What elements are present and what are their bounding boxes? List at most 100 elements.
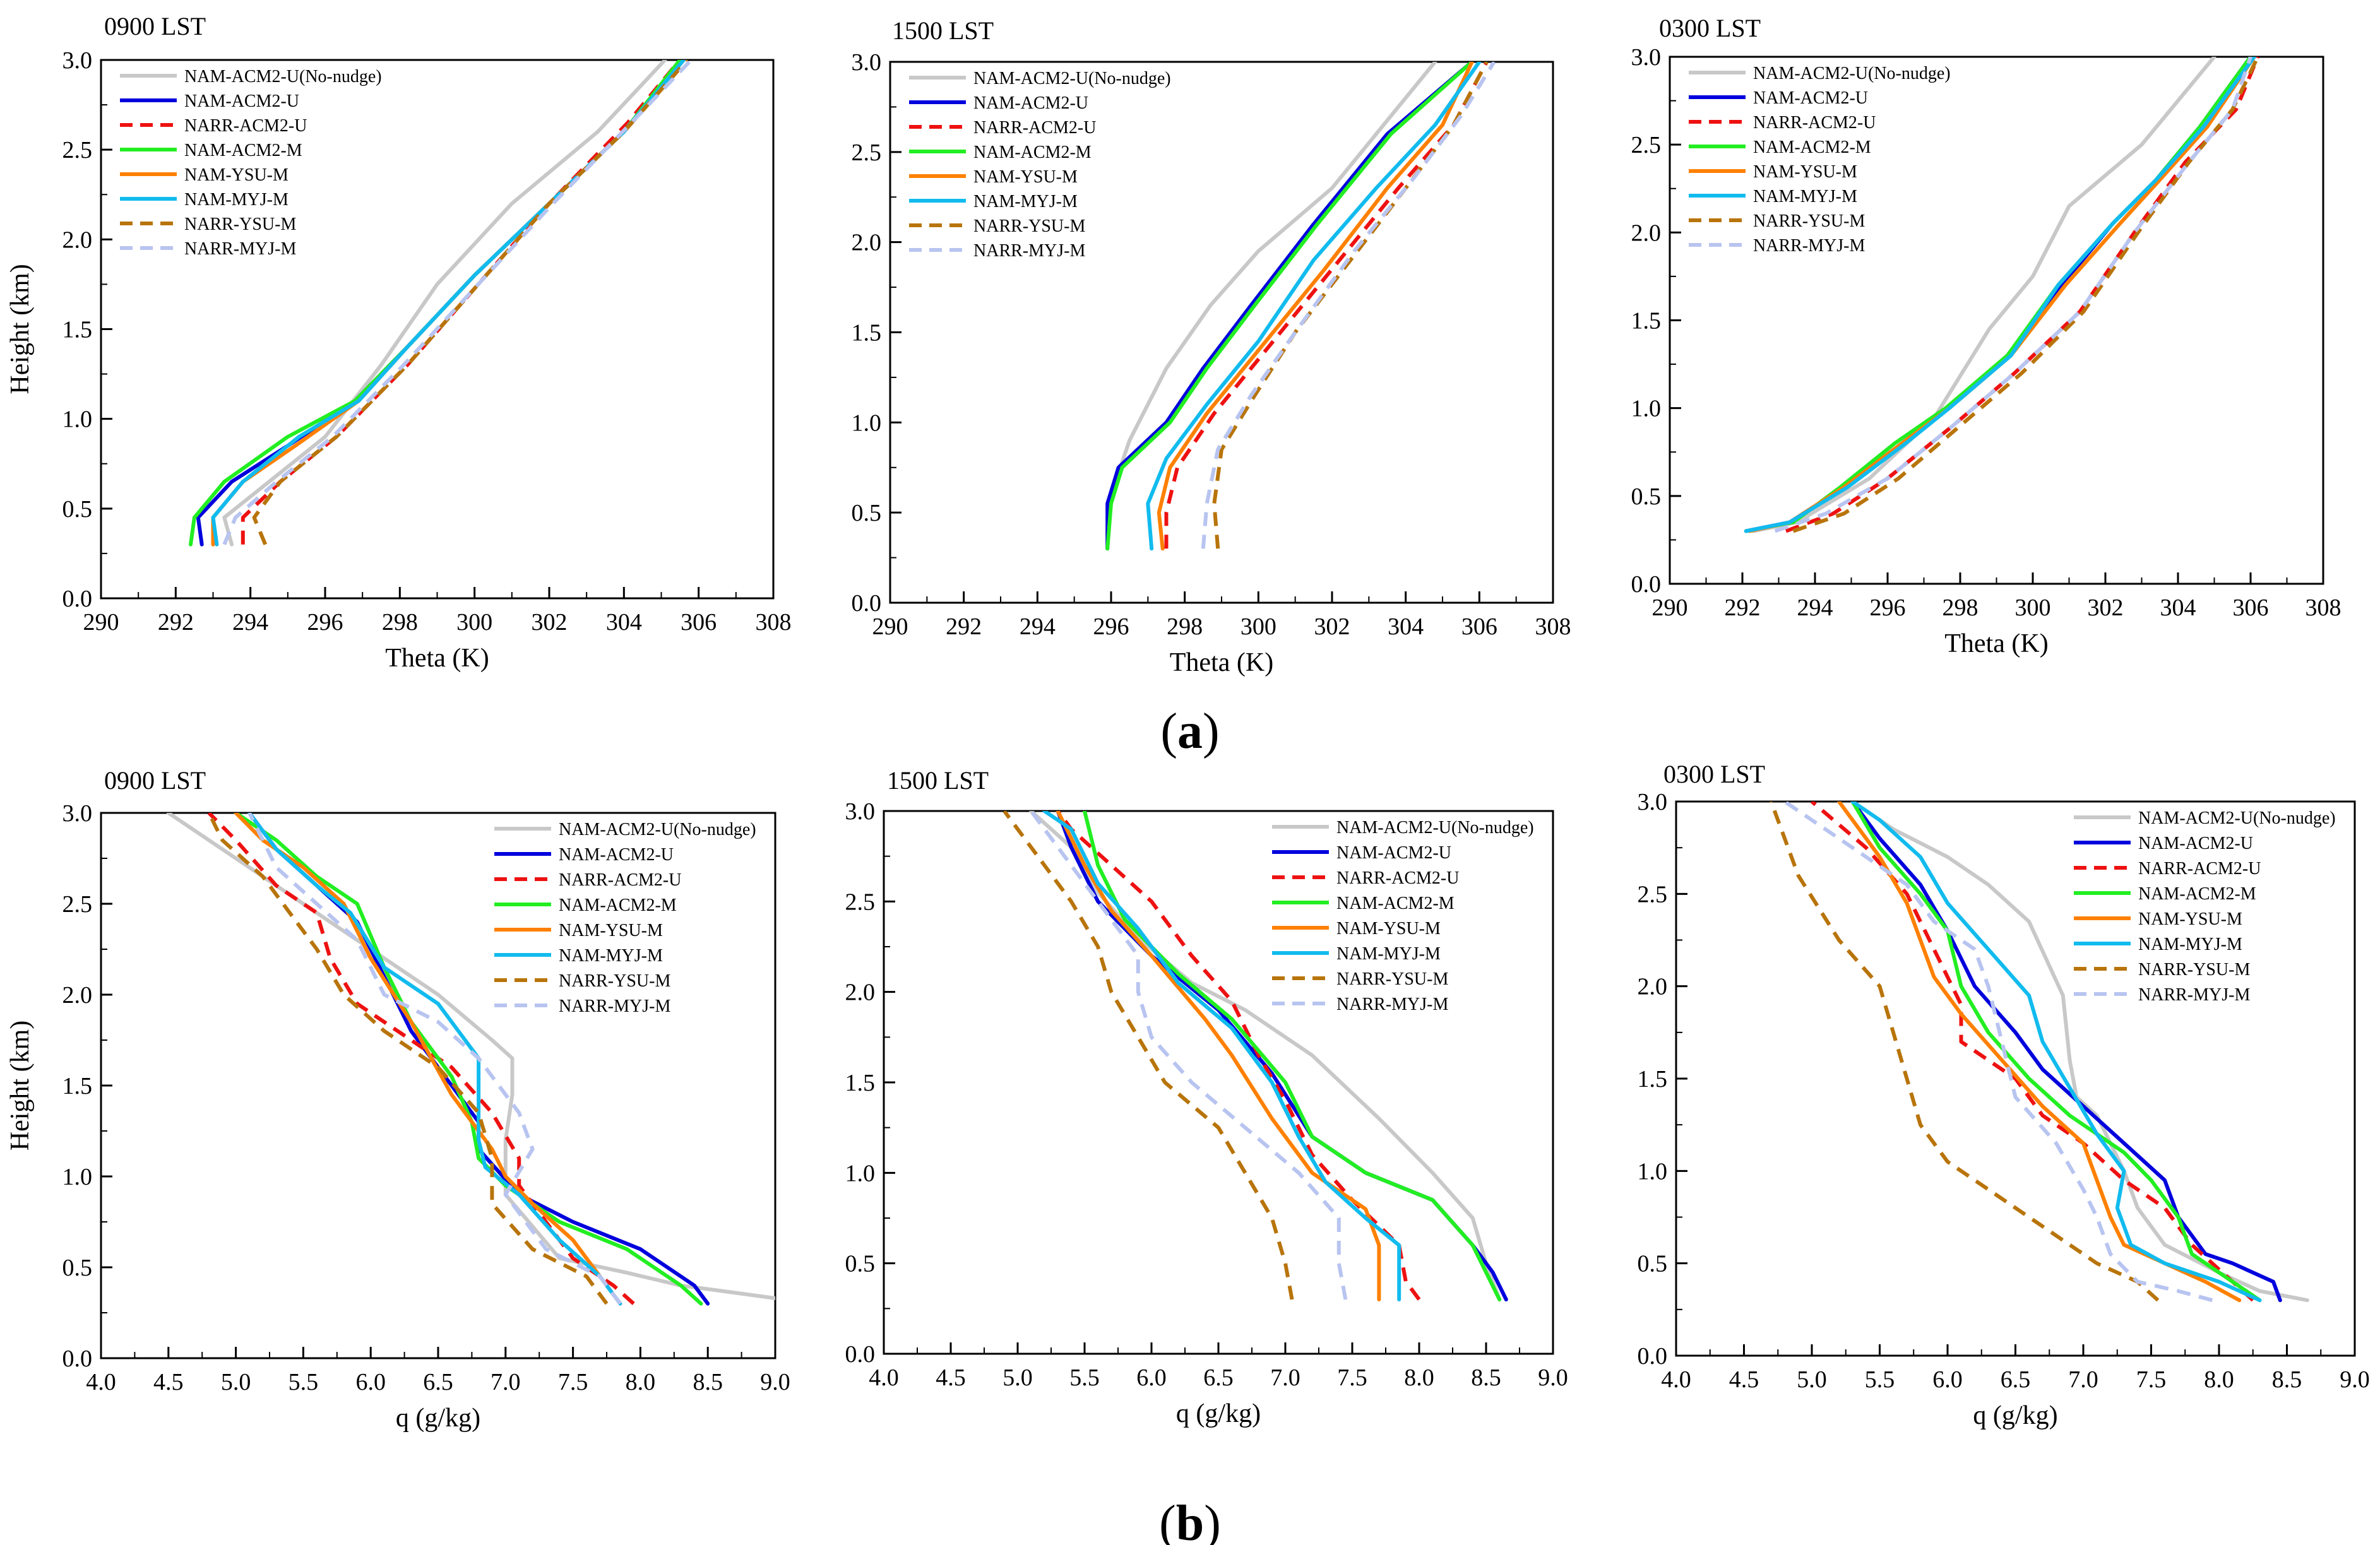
series-line-narr-acm2-u bbox=[241, 60, 682, 545]
panel-title: 0900 LST bbox=[104, 766, 206, 795]
x-tick-label: 4.0 bbox=[869, 1364, 899, 1391]
x-tick-label: 6.0 bbox=[1136, 1364, 1167, 1391]
x-tick-label: 302 bbox=[532, 609, 568, 636]
x-tick-label: 294 bbox=[232, 609, 268, 636]
x-tick-label: 4.0 bbox=[1661, 1366, 1691, 1393]
series-line-nam-acm2-u-no-nudge bbox=[1751, 57, 2216, 533]
series-line-nam-ysu-m bbox=[1157, 62, 1474, 551]
legend-label: NAM-YSU-M bbox=[1336, 919, 1441, 938]
y-tick-label: 1.0 bbox=[852, 410, 882, 436]
y-tick-label: 1.0 bbox=[1638, 1158, 1668, 1185]
y-tick-label: 2.0 bbox=[852, 230, 882, 256]
x-tick-label: 308 bbox=[756, 609, 792, 636]
row-label-a: (a) bbox=[1160, 704, 1219, 759]
x-tick-label: 292 bbox=[158, 609, 194, 636]
series-line-nam-acm2-u-no-nudge bbox=[166, 813, 775, 1300]
y-tick-label: 0.5 bbox=[845, 1251, 876, 1277]
x-tick-label: 7.0 bbox=[2068, 1366, 2098, 1393]
legend-label: NARR-MYJ-M bbox=[1753, 236, 1865, 256]
x-tick-label: 4.0 bbox=[86, 1369, 116, 1395]
series-line-narr-ysu-m bbox=[1003, 811, 1294, 1300]
y-tick-label: 0.5 bbox=[1631, 483, 1662, 510]
x-tick-label: 7.0 bbox=[491, 1369, 521, 1395]
y-tick-label: 1.5 bbox=[1631, 308, 1662, 334]
x-tick-label: 5.0 bbox=[1003, 1364, 1033, 1391]
panel-6: 0300 LST 4.0 4.5 5.0 5.5 6.0 6.5 7.0 7.5 8.0 8.5 9.… bbox=[1638, 760, 2370, 1430]
legend: NAM-ACM2-U(No-nudge) NAM-ACM2-U NARR-ACM2-… bbox=[1689, 64, 1951, 256]
x-axis-label: q (g/kg) bbox=[1973, 1401, 2057, 1430]
x-tick-label: 8.0 bbox=[1404, 1364, 1434, 1391]
x-tick-label: 308 bbox=[1535, 613, 1571, 640]
x-tick-label: 6.0 bbox=[1932, 1366, 1963, 1393]
series-line-narr-myj-m bbox=[222, 60, 693, 545]
x-tick-label: 7.5 bbox=[2136, 1366, 2167, 1393]
panel-2: 1500 LST 290 292 294 296 298 300 302 304 306 308 0.… bbox=[852, 16, 1571, 677]
legend-label: NAM-ACM2-U(No-nudge) bbox=[973, 69, 1171, 88]
y-axis-label: Height (km) bbox=[6, 264, 35, 394]
x-tick-label: 294 bbox=[1020, 613, 1056, 640]
legend-label: NAM-ACM2-U(No-nudge) bbox=[184, 67, 382, 86]
x-axis-label: q (g/kg) bbox=[396, 1404, 480, 1433]
x-tick-label: 306 bbox=[2233, 595, 2269, 621]
x-tick-label: 290 bbox=[83, 609, 119, 636]
y-tick-label: 1.0 bbox=[62, 406, 93, 433]
y-tick-label: 1.0 bbox=[845, 1160, 876, 1187]
y-tick-label: 1.5 bbox=[62, 317, 93, 343]
legend-label: NARR-ACM2-U bbox=[184, 116, 307, 136]
y-tick-label: 3.0 bbox=[845, 798, 876, 825]
x-axis-label: Theta (K) bbox=[1170, 648, 1273, 677]
y-tick-label: 1.5 bbox=[62, 1073, 93, 1099]
y-tick-label: 1.5 bbox=[845, 1070, 876, 1096]
legend-label: NARR-YSU-M bbox=[1336, 969, 1448, 989]
series-line-narr-acm2-u bbox=[1811, 802, 2254, 1302]
legend-label: NAM-ACM2-M bbox=[184, 141, 302, 160]
series-line-nam-acm2-u-no-nudge bbox=[222, 60, 667, 547]
legend: NAM-ACM2-U(No-nudge) NAM-ACM2-U NARR-ACM2-… bbox=[494, 820, 756, 1016]
legend-label: NAM-ACM2-M bbox=[1753, 138, 1871, 157]
series-line-narr-myj-m bbox=[1201, 62, 1496, 549]
x-tick-label: 5.5 bbox=[289, 1369, 319, 1395]
x-axis-label: q (g/kg) bbox=[1176, 1399, 1261, 1428]
x-tick-label: 8.5 bbox=[2272, 1366, 2302, 1393]
legend-label: NAM-YSU-M bbox=[1753, 162, 1857, 182]
legend-label: NAM-YSU-M bbox=[184, 165, 289, 185]
x-tick-label: 306 bbox=[681, 609, 717, 636]
y-tick-label: 2.5 bbox=[845, 889, 876, 915]
plot-frame bbox=[100, 812, 776, 1359]
y-tick-label: 2.5 bbox=[1638, 881, 1668, 908]
x-tick-label: 9.0 bbox=[760, 1369, 790, 1395]
x-tick-label: 9.0 bbox=[2340, 1366, 2370, 1393]
y-tick-label: 0.5 bbox=[852, 500, 882, 526]
legend-label: NARR-YSU-M bbox=[1753, 211, 1865, 231]
legend-label: NAM-ACM2-U bbox=[2138, 834, 2253, 853]
legend-label: NAM-ACM2-U bbox=[973, 93, 1088, 113]
x-tick-label: 8.5 bbox=[693, 1369, 723, 1395]
legend: NAM-ACM2-U(No-nudge) NAM-ACM2-U NARR-ACM2-… bbox=[1272, 818, 1534, 1014]
legend-label: NAM-ACM2-U bbox=[559, 845, 674, 865]
x-tick-label: 6.5 bbox=[423, 1369, 453, 1395]
legend-label: NAM-ACM2-U(No-nudge) bbox=[559, 820, 756, 839]
y-axis-label: Height (km) bbox=[6, 1021, 35, 1151]
x-tick-label: 304 bbox=[2160, 595, 2196, 621]
series-line-nam-acm2-m bbox=[1850, 802, 2262, 1303]
x-tick-label: 294 bbox=[1797, 595, 1833, 621]
x-tick-label: 4.5 bbox=[153, 1369, 184, 1395]
y-tick-label: 0.0 bbox=[852, 590, 882, 617]
legend-label: NAM-ACM2-U(No-nudge) bbox=[2138, 808, 2336, 828]
legend-label: NAM-ACM2-M bbox=[2138, 884, 2256, 904]
legend-label: NARR-ACM2-U bbox=[2138, 859, 2261, 879]
panel-1: 0900 LST 290 292 294 296 298 300 302 304 306 308 0.… bbox=[6, 12, 792, 673]
x-tick-label: 296 bbox=[307, 609, 343, 636]
x-axis-label: Theta (K) bbox=[385, 644, 489, 673]
legend-label: NAM-ACM2-M bbox=[1336, 894, 1455, 913]
y-tick-label: 0.5 bbox=[1638, 1251, 1668, 1277]
x-tick-label: 298 bbox=[1943, 595, 1978, 621]
y-tick-label: 3.0 bbox=[1631, 44, 1662, 71]
x-tick-label: 304 bbox=[1388, 613, 1424, 640]
panel-5: 1500 LST 4.0 4.5 5.0 5.5 6.0 6.5 7.0 7.5 8.0 8.5 9.… bbox=[845, 766, 1568, 1428]
x-tick-label: 6.0 bbox=[355, 1369, 386, 1395]
legend-label: NAM-MYJ-M bbox=[973, 192, 1078, 211]
x-tick-label: 9.0 bbox=[1538, 1364, 1568, 1391]
x-axis-label: Theta (K) bbox=[1944, 629, 2048, 658]
